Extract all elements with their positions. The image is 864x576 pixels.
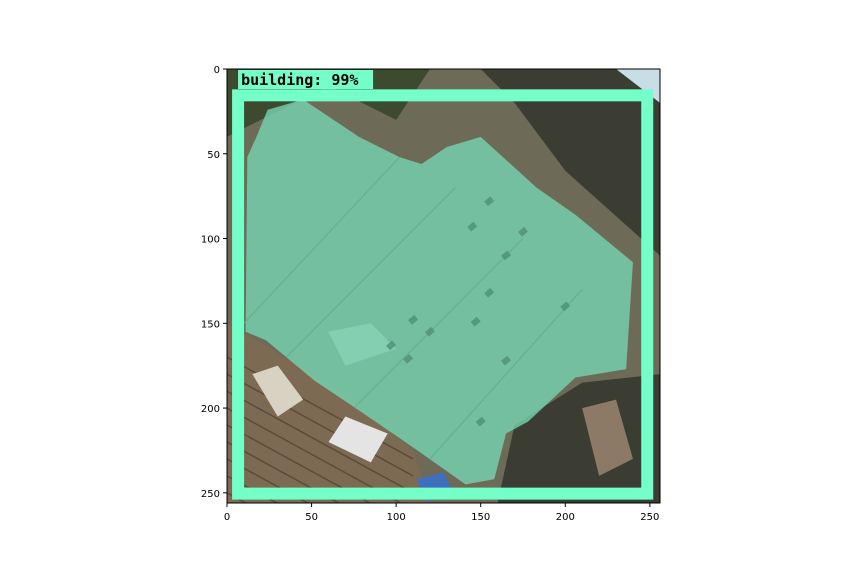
x-tick-label: 50 (305, 512, 318, 523)
y-tick-label: 100 (201, 235, 220, 246)
y-tick-label: 50 (207, 150, 220, 161)
roof-vent (386, 340, 397, 351)
x-tick-label: 150 (471, 512, 490, 523)
x-tick-label: 200 (556, 512, 575, 523)
photo-rail-track (227, 373, 414, 477)
bounding-boxes (232, 89, 654, 500)
bounding-box-building (232, 89, 654, 500)
roof-vent (484, 196, 495, 207)
x-tick-label: 0 (224, 512, 230, 523)
photo-rail-track (227, 492, 248, 503)
roof-vent (402, 354, 413, 364)
roof-vent (408, 315, 419, 325)
roof-seam (429, 288, 583, 460)
x-tick-label: 250 (640, 512, 659, 523)
photo-rail-track (227, 458, 310, 503)
y-tick-label: 200 (201, 404, 220, 415)
detection-label-bg (238, 70, 374, 89)
photo-dark-right (480, 69, 660, 256)
roof-vent (518, 226, 528, 237)
roof-vent (475, 416, 486, 427)
photo-dark-bottom-right (497, 374, 660, 503)
y-tick-label: 150 (201, 319, 220, 330)
photo-building-right (582, 399, 633, 476)
photo-rail-track (227, 390, 414, 494)
roof-vent (501, 355, 512, 366)
photo-rail-track (227, 424, 372, 503)
y-tick-label: 250 (201, 489, 220, 500)
roof-vent (501, 250, 512, 261)
roof-vent (560, 301, 571, 312)
segmentation-masks (243, 99, 633, 485)
x-tick-label: 100 (387, 512, 406, 523)
roof-vent (484, 287, 495, 298)
roof-seam (243, 156, 400, 324)
mask-building (245, 99, 633, 485)
roof-seam (285, 187, 456, 358)
detection-labels: building: 99% (238, 70, 374, 89)
roof-vent (424, 326, 435, 337)
x-axis-ticks: 0 50 100 150 200 250 (224, 503, 659, 523)
roof-vent (467, 221, 478, 232)
y-tick-label: 0 (214, 65, 220, 76)
photo-white-roof (328, 416, 388, 463)
roof-seam (353, 238, 524, 409)
photo-tank (252, 365, 304, 417)
y-axis-ticks: 0 50 100 150 200 250 (201, 65, 227, 500)
detection-label: building: 99% (241, 71, 358, 89)
axes-frame (226, 68, 661, 504)
roof-vent (470, 316, 481, 327)
